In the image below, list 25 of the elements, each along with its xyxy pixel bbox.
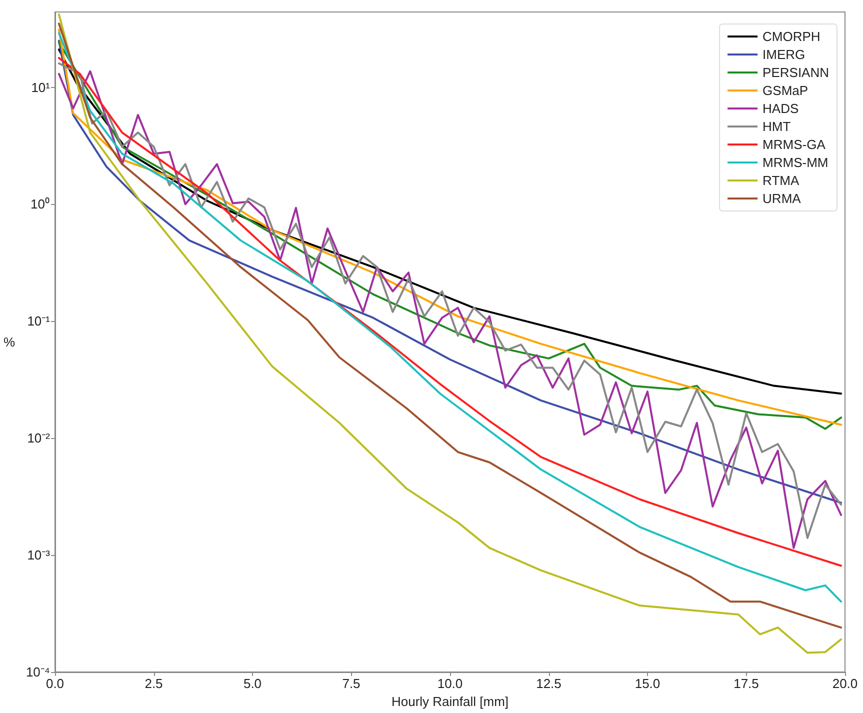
x-tick-label: 20.0 [832,676,858,691]
legend-label: CMORPH [762,29,820,44]
legend-label: HMT [762,119,791,134]
x-axis-title: Hourly Rainfall [mm] [391,694,509,709]
x-tick-label: 12.5 [536,676,562,691]
y-tick-label: 10¹ [31,80,51,95]
legend-label: MRMS-MM [762,155,828,170]
x-tick-label: 7.5 [342,676,360,691]
legend-label: RTMA [762,173,800,188]
x-tick-label: 15.0 [634,676,660,691]
x-tick-label: 10.0 [437,676,463,691]
legend-label: PERSIANN [762,65,830,80]
y-tick-label: 10⁻¹ [27,314,51,329]
x-tick-label: 17.5 [734,676,759,691]
legend-label: MRMS-GA [762,137,826,152]
y-tick-label: 10⁻³ [27,548,51,563]
legend-label: URMA [762,191,802,206]
y-axis-title: % [3,334,16,350]
x-tick-label: 2.5 [144,676,163,691]
legend-label: HADS [762,101,799,116]
y-tick-label: 10⁻² [27,430,51,446]
x-tick-label: 5.0 [243,676,262,691]
legend-label: IMERG [762,47,806,62]
legend-label: GSMaP [762,83,808,98]
y-tick-label: 10⁰ [30,196,50,212]
